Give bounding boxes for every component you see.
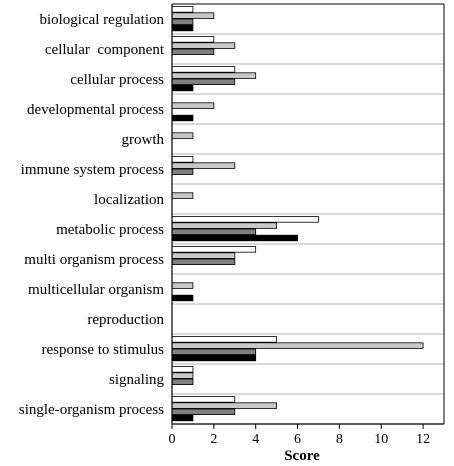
bar: [171, 36, 215, 43]
bar: [171, 408, 236, 415]
bar: [171, 162, 236, 169]
bar: [171, 42, 236, 49]
bar: [171, 336, 278, 343]
bar: [171, 66, 236, 73]
bar: [171, 378, 194, 385]
bar: [171, 342, 424, 349]
category-label: reproduction: [87, 312, 164, 328]
x-tick-label: 8: [336, 432, 343, 447]
bar: [171, 402, 278, 409]
category-label: developmental process: [27, 102, 164, 118]
bar: [171, 282, 194, 289]
category-separators: [172, 33, 444, 395]
x-tick-label: 4: [252, 432, 259, 447]
category-labels: biological regulation cellular component c…: [19, 12, 165, 418]
bar: [171, 102, 215, 109]
bar: [171, 168, 194, 175]
category-label: cellular component: [45, 42, 165, 58]
bar: [171, 78, 236, 85]
bar: [171, 18, 194, 25]
x-tick-label: 0: [169, 432, 176, 447]
bar: [171, 258, 236, 265]
bar: [171, 216, 319, 223]
bar: [171, 12, 215, 19]
x-tick-label: 12: [416, 432, 430, 447]
bar: [171, 414, 194, 422]
category-label: single-organism process: [19, 402, 164, 418]
bar: [171, 372, 194, 379]
category-label: immune system process: [21, 162, 164, 178]
x-axis-label: Score: [284, 448, 320, 464]
bar: [171, 192, 194, 199]
category-label: biological regulation: [39, 12, 164, 28]
bar: [171, 396, 236, 403]
bar: [171, 234, 298, 242]
bar: [171, 246, 257, 253]
category-label: metabolic process: [56, 222, 164, 238]
category-label: response to stimulus: [42, 342, 165, 358]
x-tick-label: 2: [210, 432, 217, 447]
category-label: multicellular organism: [28, 282, 164, 298]
bar: [171, 24, 194, 32]
bar: [171, 294, 194, 302]
bar: [171, 114, 194, 122]
bar: [171, 354, 257, 362]
bar: [171, 48, 215, 55]
bar: [171, 348, 257, 355]
category-label: multi organism process: [24, 252, 164, 268]
category-label: growth: [122, 132, 165, 148]
x-tick-label: 6: [294, 432, 301, 447]
category-label: cellular process: [70, 72, 164, 88]
category-label: localization: [94, 192, 164, 208]
x-tick-label: 10: [374, 432, 388, 447]
bar: [171, 132, 194, 139]
bar: [171, 222, 278, 229]
bar: [171, 72, 257, 79]
bar: [171, 252, 236, 259]
bar: [171, 228, 257, 235]
bar: [171, 84, 194, 92]
category-label: signaling: [109, 372, 164, 388]
bar: [171, 156, 194, 163]
bar: [171, 6, 194, 13]
bar: [171, 366, 194, 373]
x-axis: 0 2 4 6 8 10 12: [169, 423, 444, 447]
